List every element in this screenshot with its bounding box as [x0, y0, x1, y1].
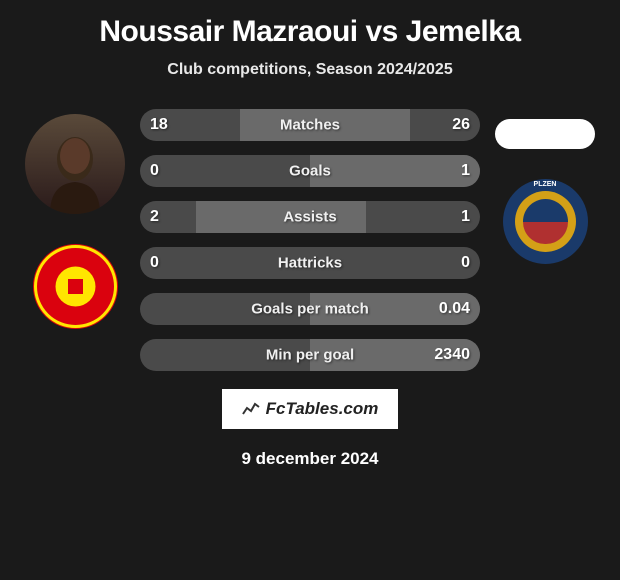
stat-label: Goals: [289, 163, 331, 180]
player-right-placeholder: [495, 119, 595, 149]
manu-badge-icon: [33, 244, 118, 329]
player-right-column: PLZEN: [495, 109, 595, 264]
stat-row: Assists 2 1: [140, 201, 480, 233]
stat-value-right: 26: [452, 116, 470, 134]
stat-value-right: 0.04: [439, 300, 470, 318]
player-left-column: [25, 109, 125, 329]
comparison-container: Noussair Mazraoui vs Jemelka Club compet…: [0, 0, 620, 469]
stat-value-right: 2340: [434, 346, 470, 364]
stat-value-right: 0: [461, 254, 470, 272]
avatar-silhouette-icon: [40, 134, 110, 214]
stat-row: Goals 0 1: [140, 155, 480, 187]
stat-bar-right: [310, 155, 480, 187]
stat-value-left: 0: [150, 162, 159, 180]
stat-label: Assists: [283, 209, 336, 226]
stat-label: Goals per match: [251, 301, 369, 318]
plzen-circle-icon: [515, 191, 576, 252]
footer-logo[interactable]: FcTables.com: [222, 389, 399, 429]
page-title: Noussair Mazraoui vs Jemelka: [99, 15, 520, 49]
stat-label: Hattricks: [278, 255, 342, 272]
stat-value-left: 2: [150, 208, 159, 226]
stat-row: Min per goal 2340: [140, 339, 480, 371]
footer-logo-text: FcTables.com: [266, 399, 379, 419]
page-subtitle: Club competitions, Season 2024/2025: [167, 61, 452, 79]
plzen-inner-icon: [523, 199, 568, 244]
stat-row: Hattricks 0 0: [140, 247, 480, 279]
stat-row: Goals per match 0.04: [140, 293, 480, 325]
stat-value-left: 0: [150, 254, 159, 272]
stat-row: Matches 18 26: [140, 109, 480, 141]
stat-label: Matches: [280, 117, 340, 134]
footer-date: 9 december 2024: [241, 449, 378, 469]
main-content: Matches1826Goals01Assists21Hattricks00Go…: [10, 109, 610, 371]
plzen-badge-text: PLZEN: [534, 181, 557, 188]
stat-value-left: 18: [150, 116, 168, 134]
stats-column: Matches1826Goals01Assists21Hattricks00Go…: [140, 109, 480, 371]
club-badge-right: PLZEN: [503, 179, 588, 264]
club-badge-left: [33, 244, 118, 329]
chart-icon: [242, 401, 260, 418]
stat-value-right: 1: [461, 162, 470, 180]
player-left-avatar: [25, 114, 125, 214]
stat-value-right: 1: [461, 208, 470, 226]
stat-label: Min per goal: [266, 347, 354, 364]
stat-bar-left: [140, 155, 310, 187]
